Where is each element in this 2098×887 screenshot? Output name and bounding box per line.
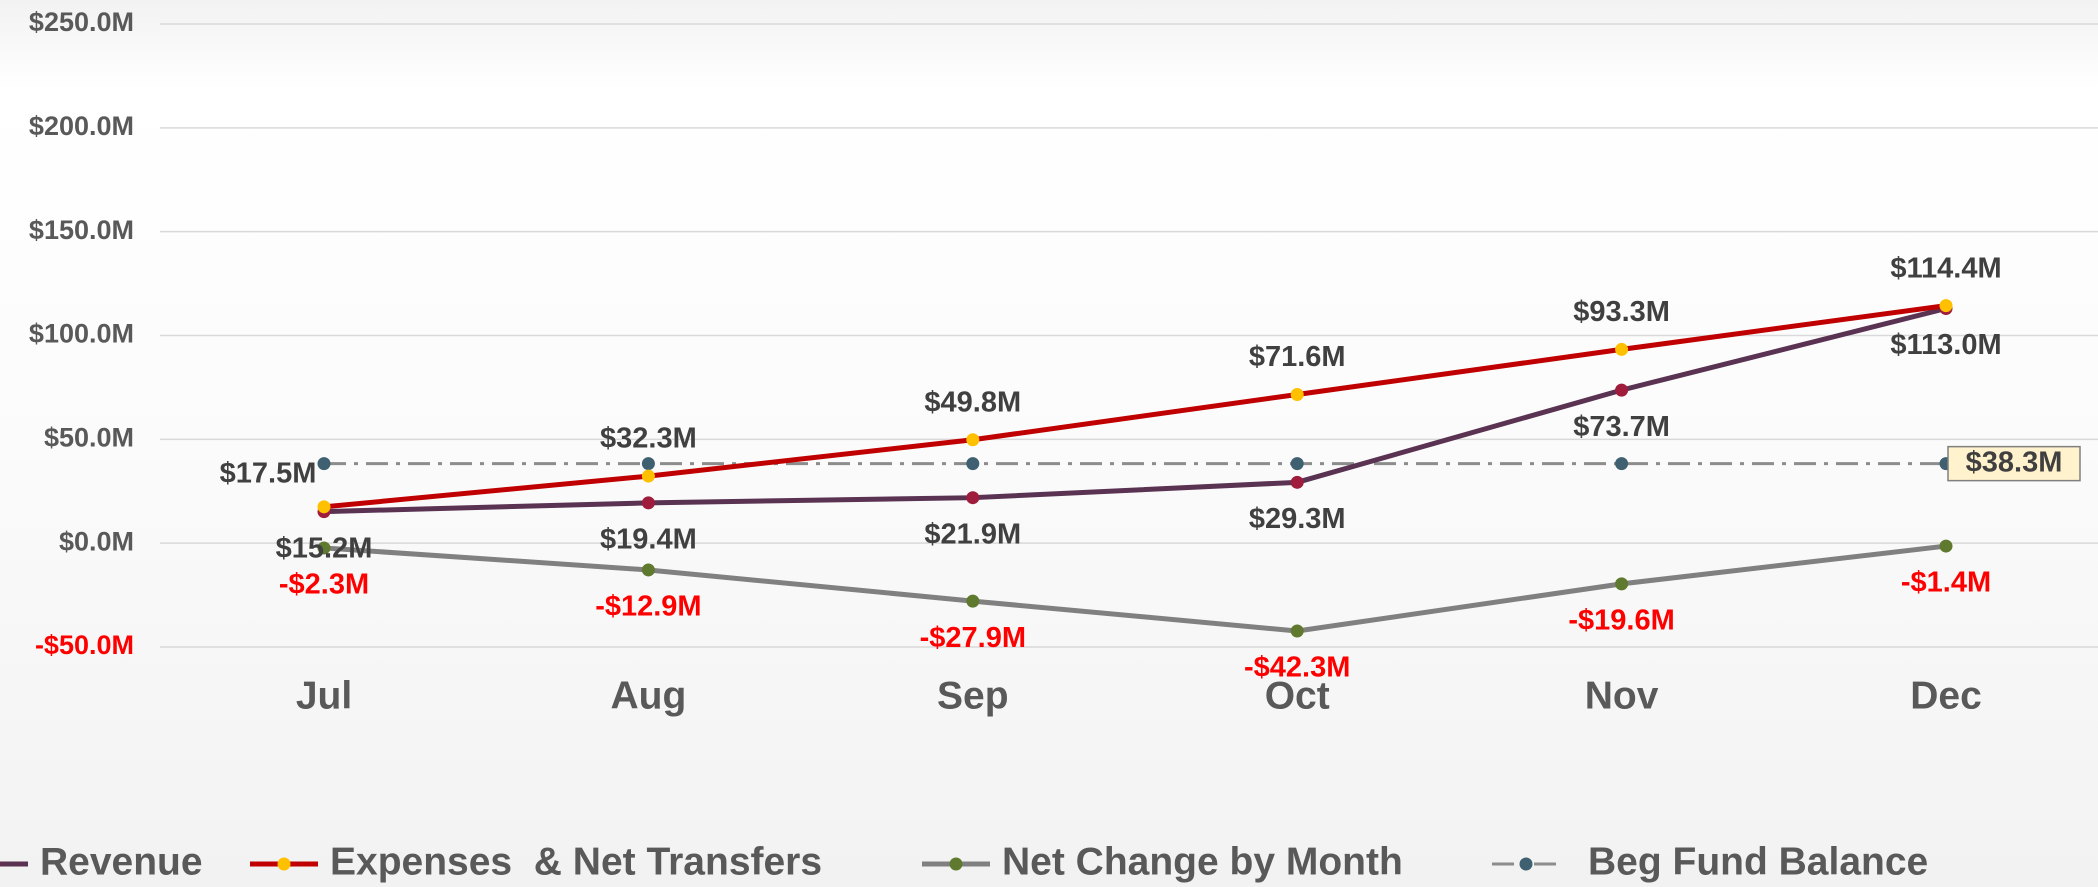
marker (966, 491, 980, 505)
x-tick-label: Jul (296, 674, 352, 717)
x-tick-label: Nov (1585, 674, 1659, 717)
marker (1939, 299, 1953, 313)
legend-marker (277, 857, 291, 871)
marker (1290, 387, 1304, 401)
series-line (323, 303, 1947, 510)
data-label: $38.3M (1966, 446, 2063, 478)
marker (317, 457, 331, 471)
data-label: $32.3M (600, 423, 697, 455)
label-box (1947, 445, 2081, 482)
marker (1615, 342, 1629, 356)
marker (641, 469, 655, 483)
y-tick-label: $50.0M (44, 422, 134, 452)
marker (1615, 577, 1629, 591)
marker (966, 457, 980, 471)
x-tick-label: Oct (1265, 674, 1330, 717)
data-label: -$19.6M (1568, 605, 1674, 637)
series-line (323, 306, 1947, 515)
marker (641, 496, 655, 510)
marker (1615, 383, 1629, 397)
legend-label: Revenue (40, 840, 203, 883)
data-label: $15.2M (276, 532, 373, 564)
marker (1615, 457, 1629, 471)
marker (317, 500, 331, 514)
y-tick-label: $250.0M (29, 7, 134, 37)
marker (641, 563, 655, 577)
series-line (323, 543, 1947, 634)
marker (317, 541, 331, 555)
x-tick-label: Sep (937, 674, 1009, 717)
legend-label: Expenses & Net Transfers (330, 840, 822, 883)
y-tick-label: $150.0M (29, 215, 134, 245)
marker (966, 433, 980, 447)
data-label: -$12.9M (595, 591, 701, 623)
marker (641, 457, 655, 471)
data-label: $29.3M (1249, 503, 1346, 535)
data-label: $114.4M (1890, 252, 2001, 284)
legend-marker (949, 857, 963, 871)
data-label: $49.8M (924, 386, 1021, 418)
data-label: $93.3M (1573, 296, 1670, 328)
marker (1939, 539, 1953, 553)
legend-marker (0, 861, 1, 867)
data-label: $113.0M (1890, 329, 2001, 361)
legend-marker (1519, 857, 1533, 871)
marker (1290, 475, 1304, 489)
x-tick-label: Aug (610, 674, 686, 717)
marker (966, 594, 980, 608)
legend-label: Net Change by Month (1002, 840, 1403, 883)
y-tick-label: $100.0M (29, 319, 134, 349)
marker (1290, 457, 1304, 471)
data-label: -$27.9M (920, 622, 1026, 654)
data-label: -$1.4M (1901, 567, 1991, 599)
y-tick-label: $200.0M (29, 111, 134, 141)
marker (1290, 624, 1304, 638)
data-label: -$2.3M (279, 569, 369, 601)
data-label: -$42.3M (1244, 652, 1350, 684)
data-label: $17.5M (220, 457, 317, 489)
y-tick-label: $0.0M (59, 526, 134, 556)
y-tick-label: -$50.0M (35, 630, 134, 660)
x-tick-label: Dec (1910, 674, 1982, 717)
data-label: $21.9M (924, 518, 1021, 550)
data-label: $73.7M (1573, 411, 1670, 443)
legend-label: Beg Fund Balance (1588, 840, 1928, 883)
data-label: $19.4M (600, 524, 697, 556)
data-label: $71.6M (1249, 341, 1346, 373)
